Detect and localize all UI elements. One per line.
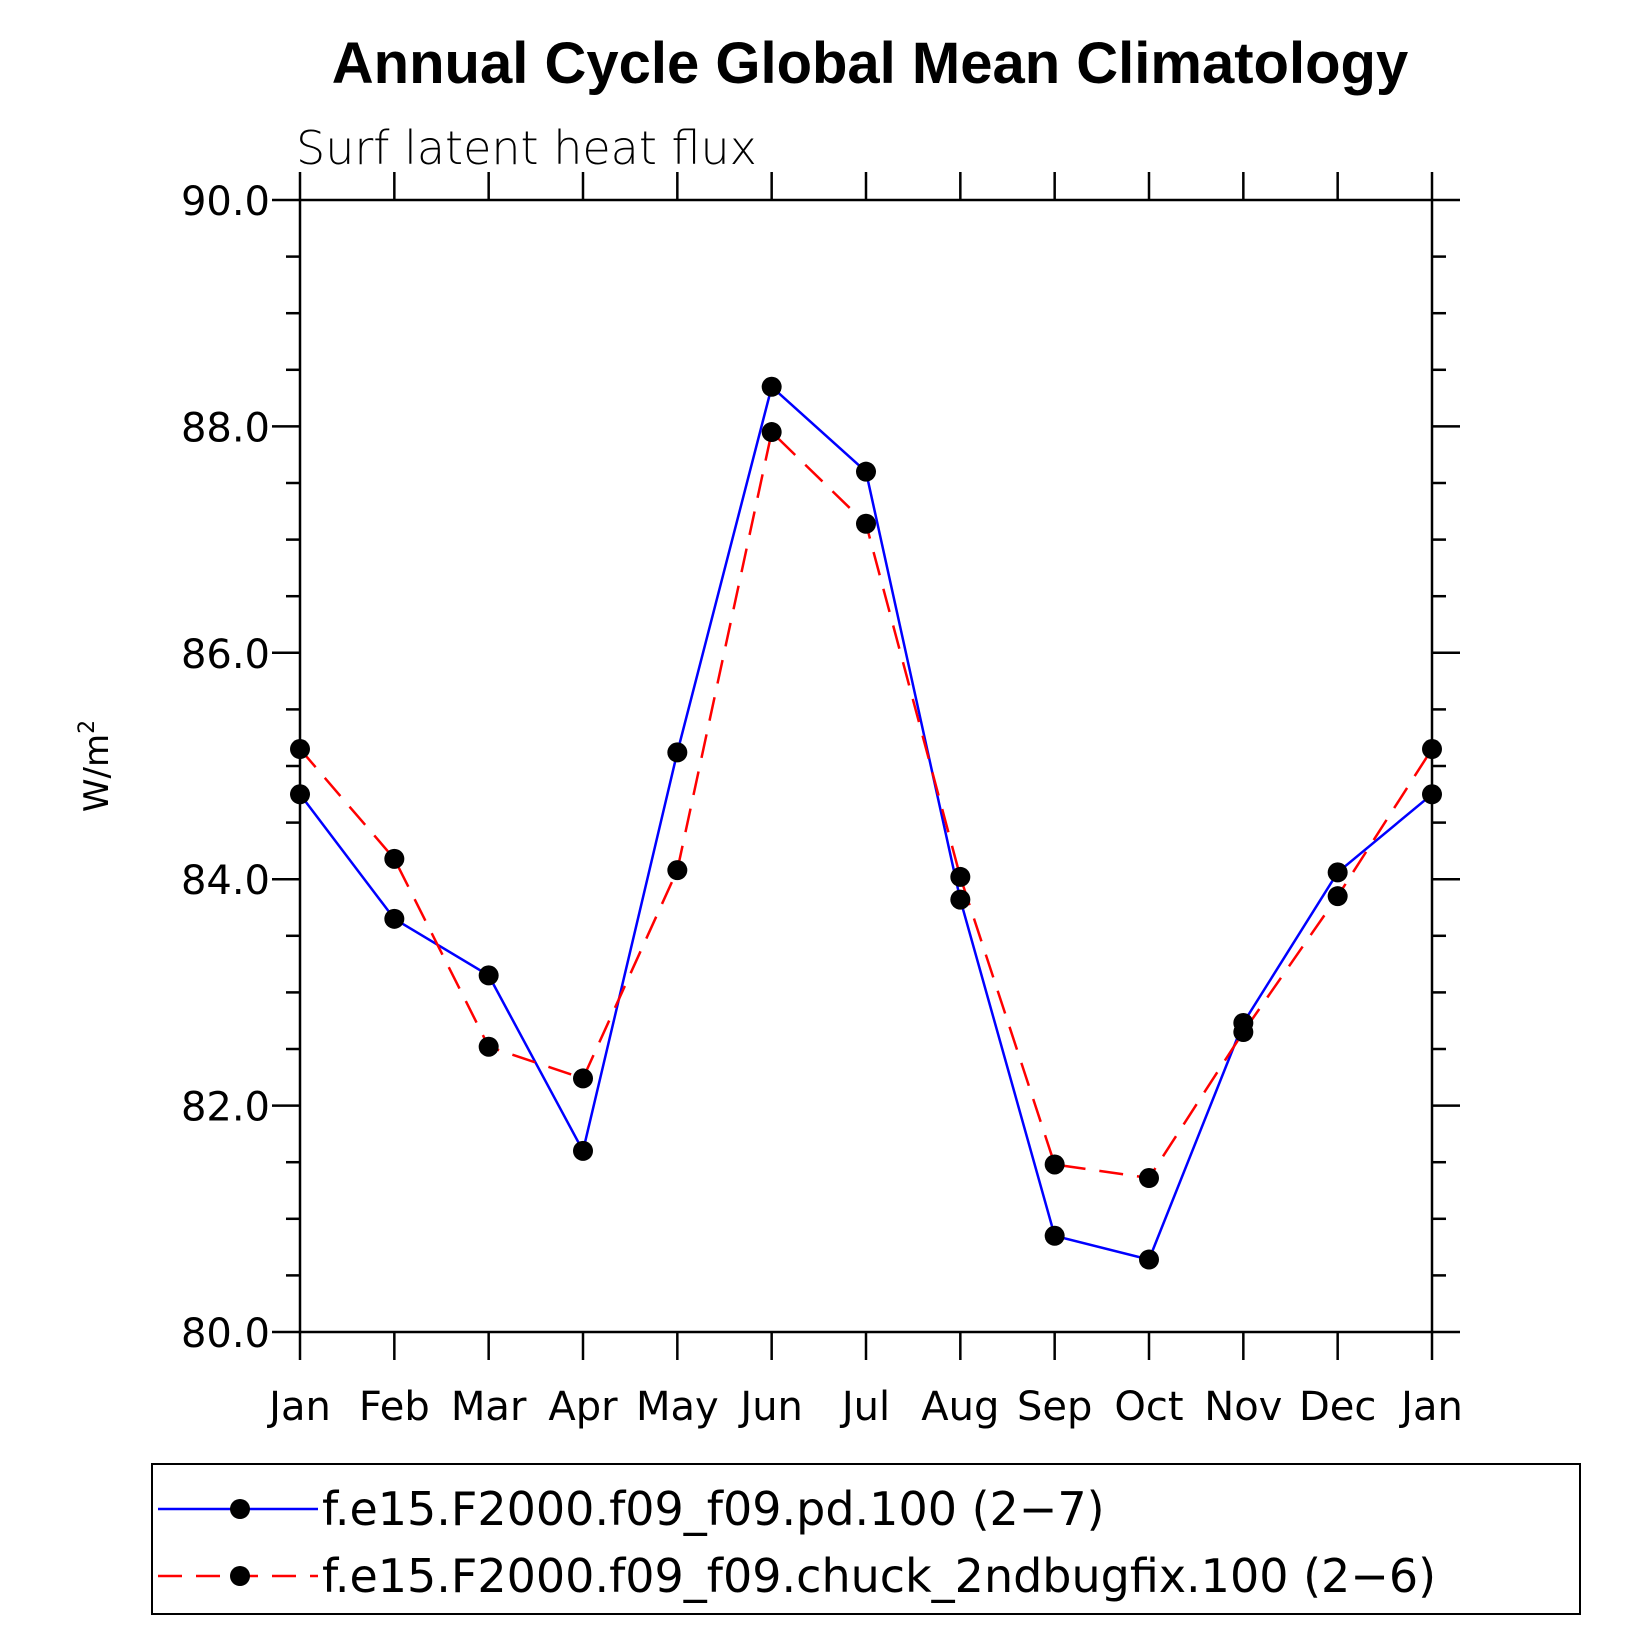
series-1-point <box>761 376 782 397</box>
series-2-point <box>1044 1154 1065 1175</box>
x-tick-label: Aug <box>921 1384 999 1430</box>
x-tick-label: Jun <box>737 1384 803 1430</box>
x-tick-label: Mar <box>451 1384 527 1430</box>
x-tick-label: Jan <box>266 1384 331 1430</box>
chart-subtitle: Surf latent heat flux <box>296 121 757 175</box>
x-tick-label: Apr <box>548 1384 618 1430</box>
series-1-point <box>950 889 971 910</box>
x-tick-label: Sep <box>1017 1384 1092 1430</box>
y-tick-labels: 80.0 82.0 84.0 86.0 88.0 90.0 <box>181 179 270 1357</box>
series-2-point <box>384 848 405 869</box>
y-tick-label: 80.0 <box>181 1311 270 1357</box>
x-tick-label: Feb <box>359 1384 430 1430</box>
legend-label-2: f.e15.F2000.f09_f09.chuck_2ndbugfix.100 … <box>322 1549 1436 1603</box>
series-1-point <box>667 742 688 763</box>
axis-ticks <box>272 172 1460 1360</box>
y-axis-label-base: W/m <box>77 734 117 812</box>
series-2-point <box>290 739 310 760</box>
y-axis-label-superscript: 2 <box>75 720 100 734</box>
series-1-point <box>384 908 405 929</box>
x-tick-label: Nov <box>1204 1384 1282 1430</box>
plot-frame <box>298 198 1434 1334</box>
y-tick-label: 90.0 <box>181 179 270 225</box>
series-1-point <box>856 461 876 482</box>
series-2-point <box>1139 1168 1159 1189</box>
y-tick-label: 86.0 <box>181 632 270 678</box>
series-group <box>290 376 1442 1270</box>
series-2-point <box>1422 739 1442 760</box>
x-tick-label: Jan <box>1398 1384 1463 1430</box>
legend-marker-1 <box>230 1499 250 1519</box>
legend: f.e15.F2000.f09_f09.pd.100 (2−7) f.e15.F2… <box>151 1463 1581 1615</box>
y-tick-label: 84.0 <box>181 858 270 904</box>
x-tick-label: Jul <box>839 1384 890 1430</box>
series-2-point <box>856 513 876 534</box>
series-2-point <box>950 866 971 887</box>
series-1-point <box>573 1140 593 1161</box>
series-1-point <box>478 965 499 986</box>
x-tick-label: May <box>636 1384 719 1430</box>
series-2-point <box>1233 1022 1254 1043</box>
series-1-point <box>1422 784 1442 805</box>
legend-box <box>151 1463 1581 1615</box>
series-2-point <box>1327 886 1348 907</box>
series-line-2 <box>299 429 1434 1180</box>
series-2-point <box>573 1068 593 1089</box>
legend-entries: f.e15.F2000.f09_f09.pd.100 (2−7) f.e15.F2… <box>158 1482 1436 1603</box>
plot-area <box>272 172 1460 1360</box>
x-tick-labels: Jan Feb Mar Apr May Jun Jul Aug Sep Oct Nov Dec Jan <box>266 1384 1463 1430</box>
series-1-point <box>1327 862 1348 883</box>
series-2-point <box>478 1036 499 1057</box>
y-tick-label: 82.0 <box>181 1085 270 1131</box>
series-1-point <box>1044 1225 1065 1246</box>
series-2-point <box>761 422 782 443</box>
chart-title: Annual Cycle Global Mean Climatology <box>332 31 1408 96</box>
series-1-point <box>1139 1249 1159 1270</box>
y-tick-label: 88.0 <box>181 405 270 451</box>
x-tick-label: Dec <box>1299 1384 1376 1430</box>
series-2-point <box>667 860 688 881</box>
series-1-point <box>290 784 310 805</box>
y-axis-label: W/m2 <box>75 720 117 812</box>
legend-label-1: f.e15.F2000.f09_f09.pd.100 (2−7) <box>322 1482 1105 1536</box>
x-tick-label: Oct <box>1114 1384 1183 1430</box>
legend-marker-2 <box>230 1566 250 1586</box>
